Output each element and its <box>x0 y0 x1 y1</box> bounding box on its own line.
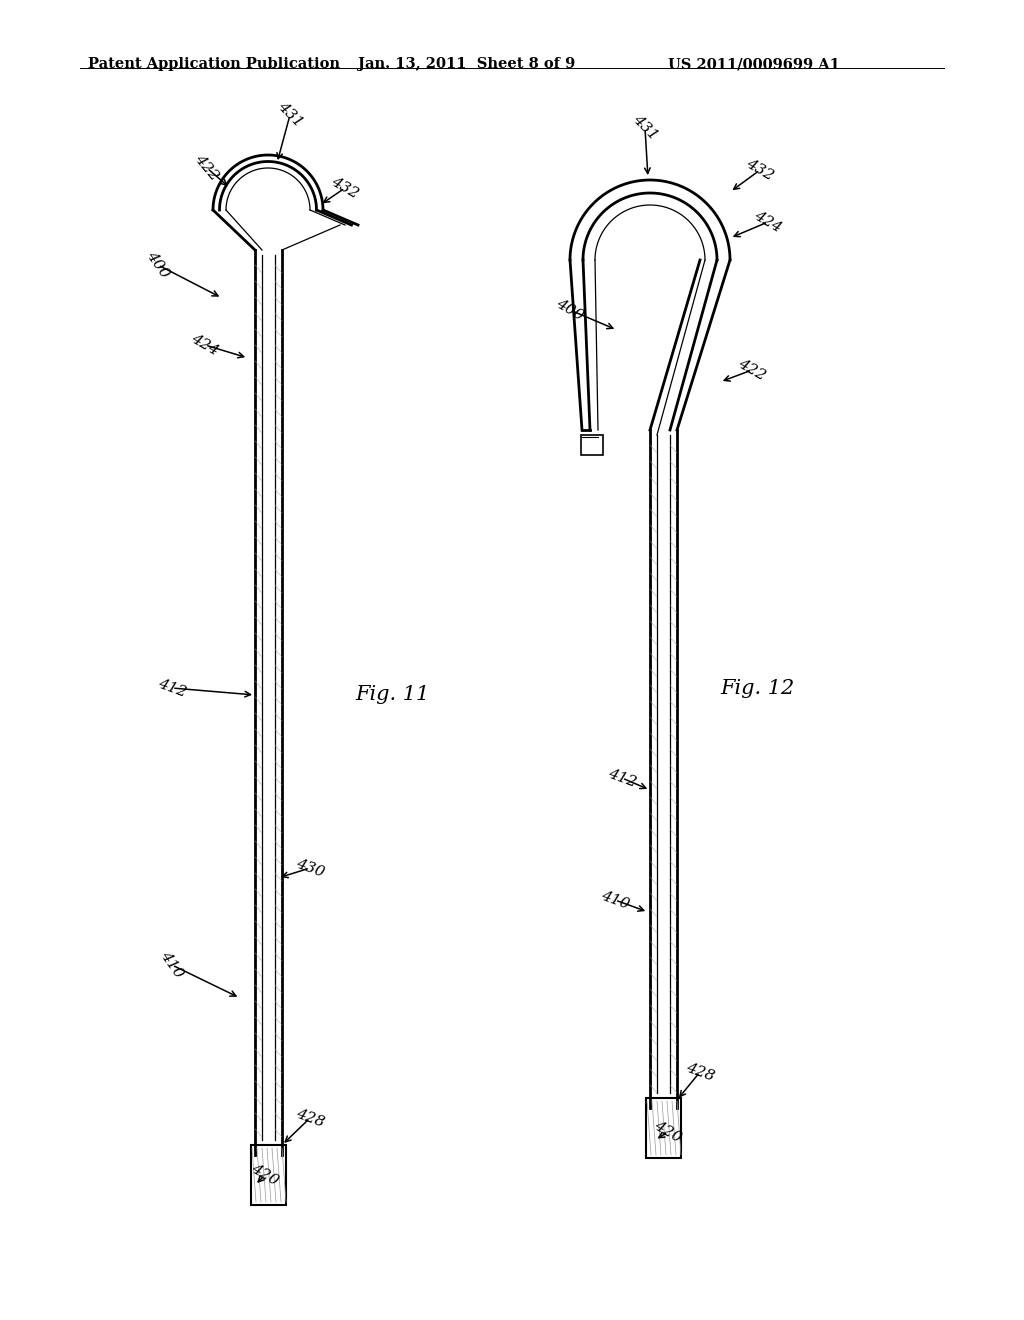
Text: US 2011/0009699 A1: US 2011/0009699 A1 <box>668 57 840 71</box>
Text: 428: 428 <box>294 1106 326 1130</box>
Text: 431: 431 <box>630 112 660 144</box>
Text: 424: 424 <box>752 209 784 235</box>
Text: 410: 410 <box>158 949 186 981</box>
Text: 400: 400 <box>554 297 586 323</box>
Text: 410: 410 <box>599 888 631 912</box>
Text: 432: 432 <box>329 174 361 202</box>
Text: 412: 412 <box>606 767 638 789</box>
Text: 412: 412 <box>156 676 188 700</box>
Text: 420: 420 <box>249 1162 282 1188</box>
Text: 400: 400 <box>144 249 172 281</box>
Text: Jan. 13, 2011  Sheet 8 of 9: Jan. 13, 2011 Sheet 8 of 9 <box>358 57 575 71</box>
Text: 431: 431 <box>274 100 305 131</box>
Text: 422: 422 <box>736 356 768 383</box>
Text: 428: 428 <box>684 1060 716 1084</box>
Text: Fig. 12: Fig. 12 <box>720 678 795 697</box>
Bar <box>251 1144 286 1205</box>
Text: 432: 432 <box>743 157 776 183</box>
Text: 420: 420 <box>652 1118 684 1146</box>
Text: 430: 430 <box>294 857 326 879</box>
Text: Patent Application Publication: Patent Application Publication <box>88 57 340 71</box>
Bar <box>646 1098 681 1158</box>
Text: 424: 424 <box>188 331 221 358</box>
Text: Fig. 11: Fig. 11 <box>355 685 429 705</box>
Text: 422: 422 <box>193 152 222 183</box>
Bar <box>581 436 603 455</box>
